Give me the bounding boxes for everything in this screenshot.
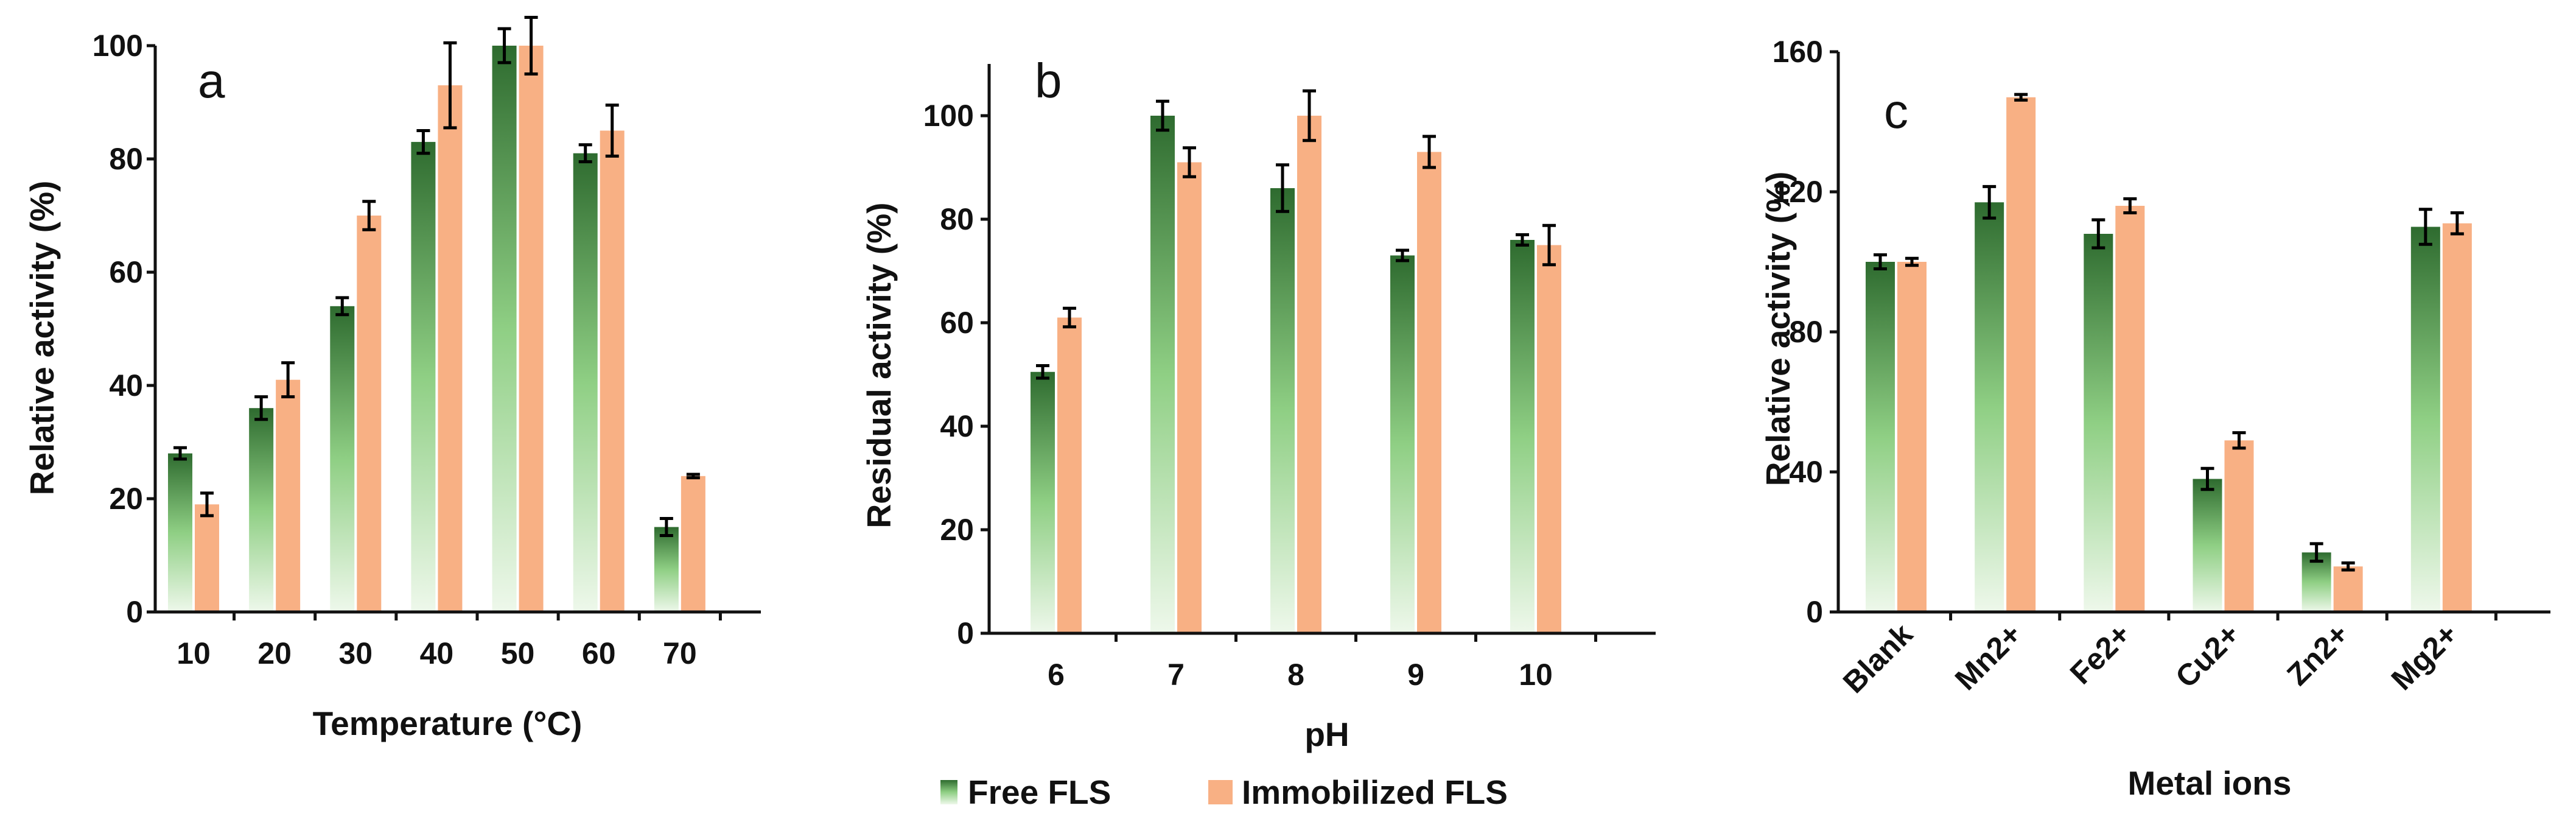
panel-a: a Relative activity (%) Temperature (°C)… bbox=[23, 16, 761, 742]
bar-free-fls bbox=[1510, 240, 1535, 633]
legend-swatch-immobilized bbox=[1208, 780, 1233, 804]
legend-swatch-free bbox=[940, 780, 957, 804]
bar-free-fls bbox=[2084, 234, 2113, 612]
bar-free-fls bbox=[2410, 227, 2440, 612]
bar-immobilized-fls bbox=[681, 476, 705, 612]
panel-letter: a bbox=[198, 54, 225, 108]
x-tick-label: Cu2+ bbox=[2169, 617, 2246, 694]
bar-free-fls bbox=[654, 527, 679, 612]
y-tick-label: 0 bbox=[957, 616, 974, 650]
y-tick-label: 60 bbox=[109, 255, 143, 289]
legend: Free FLS Immobilized FLS bbox=[940, 773, 1508, 811]
bar-immobilized-fls bbox=[2442, 223, 2472, 612]
bar-immobilized-fls bbox=[2333, 566, 2363, 612]
x-axis-title: pH bbox=[1304, 715, 1349, 753]
bar-immobilized-fls bbox=[1537, 245, 1561, 633]
bar-free-fls bbox=[330, 306, 355, 612]
y-axis-title: Relative activity (%) bbox=[1759, 172, 1797, 487]
bar-immobilized-fls bbox=[2115, 206, 2145, 612]
y-tick-label: 80 bbox=[1789, 315, 1823, 349]
y-tick-label: 80 bbox=[109, 142, 143, 176]
panel-b: b Residual activity (%) pH 0 20 40 60 80 100 6… bbox=[860, 54, 1656, 753]
x-tick-label: Mn2+ bbox=[1948, 617, 2028, 697]
x-tick-label: Mg2+ bbox=[2385, 617, 2465, 697]
x-tick-label: Fe2+ bbox=[2063, 617, 2137, 691]
bar-free-fls bbox=[2193, 479, 2222, 612]
y-tick-label: 20 bbox=[109, 482, 143, 516]
bar-free-fls bbox=[573, 153, 598, 612]
x-tick-label: 8 bbox=[1287, 658, 1304, 692]
bar-immobilized-fls bbox=[1897, 262, 1927, 612]
y-tick-label: 60 bbox=[940, 306, 974, 340]
x-tick-label: 6 bbox=[1048, 658, 1065, 692]
bar-immobilized-fls bbox=[519, 46, 544, 612]
x-tick-label: 9 bbox=[1407, 658, 1424, 692]
x-tick-label: 40 bbox=[420, 636, 454, 670]
bar-immobilized-fls bbox=[438, 85, 463, 613]
panel-letter: c bbox=[1884, 84, 1908, 138]
y-tick-label: 0 bbox=[1806, 595, 1823, 629]
x-tick-label: 70 bbox=[663, 636, 697, 670]
panel-c: c Relative activity (%) Metal ions 0 40 80… bbox=[1759, 35, 2550, 802]
bar-free-fls bbox=[249, 408, 274, 612]
bar-free-fls bbox=[411, 142, 436, 613]
y-axis-title: Residual activity (%) bbox=[860, 203, 898, 529]
bar-immobilized-fls bbox=[1417, 152, 1441, 633]
x-axis-title: Temperature (°C) bbox=[313, 705, 583, 742]
x-tick-label: 50 bbox=[501, 636, 535, 670]
y-tick-label: 100 bbox=[93, 29, 143, 63]
bar-free-fls bbox=[1975, 202, 2004, 612]
bar-immobilized-fls bbox=[600, 130, 625, 612]
bar-free-fls bbox=[1866, 262, 1895, 612]
bar-free-fls bbox=[492, 46, 517, 612]
bar-free-fls bbox=[1390, 255, 1415, 633]
bar-immobilized-fls bbox=[195, 504, 219, 612]
bar-free-fls bbox=[1150, 116, 1175, 633]
bar-immobilized-fls bbox=[276, 379, 301, 612]
bar-immobilized-fls bbox=[2006, 97, 2036, 612]
bar-immobilized-fls bbox=[2224, 440, 2254, 612]
x-tick-label: Blank bbox=[1836, 617, 1919, 700]
x-tick-label: 20 bbox=[257, 636, 292, 670]
y-tick-label: 100 bbox=[923, 99, 974, 133]
y-tick-label: 20 bbox=[940, 513, 974, 547]
y-tick-label: 160 bbox=[1773, 35, 1823, 69]
y-tick-label: 120 bbox=[1773, 175, 1823, 209]
x-tick-label: 10 bbox=[177, 636, 211, 670]
bar-free-fls bbox=[1031, 371, 1055, 633]
x-tick-label: 10 bbox=[1519, 658, 1553, 692]
y-tick-label: 0 bbox=[126, 595, 143, 629]
bar-free-fls bbox=[168, 453, 192, 612]
x-tick-label: Zn2+ bbox=[2280, 617, 2355, 692]
x-tick-label: 7 bbox=[1167, 658, 1185, 692]
y-axis-title: Relative activity (%) bbox=[23, 181, 61, 496]
legend-label-immobilized: Immobilized FLS bbox=[1242, 773, 1508, 811]
y-tick-label: 80 bbox=[940, 202, 974, 236]
x-tick-label: 60 bbox=[582, 636, 616, 670]
legend-label-free: Free FLS bbox=[968, 773, 1111, 811]
bar-immobilized-fls bbox=[1297, 116, 1321, 633]
bar-immobilized-fls bbox=[1177, 162, 1202, 633]
bar-immobilized-fls bbox=[1057, 317, 1082, 633]
y-tick-label: 40 bbox=[1789, 455, 1823, 489]
y-tick-label: 40 bbox=[109, 368, 143, 402]
y-tick-label: 40 bbox=[940, 409, 974, 443]
panel-letter: b bbox=[1035, 54, 1062, 108]
x-axis-title: Metal ions bbox=[2128, 764, 2292, 802]
bar-free-fls bbox=[1270, 188, 1295, 633]
x-tick-label: 30 bbox=[338, 636, 373, 670]
bar-immobilized-fls bbox=[357, 216, 382, 612]
